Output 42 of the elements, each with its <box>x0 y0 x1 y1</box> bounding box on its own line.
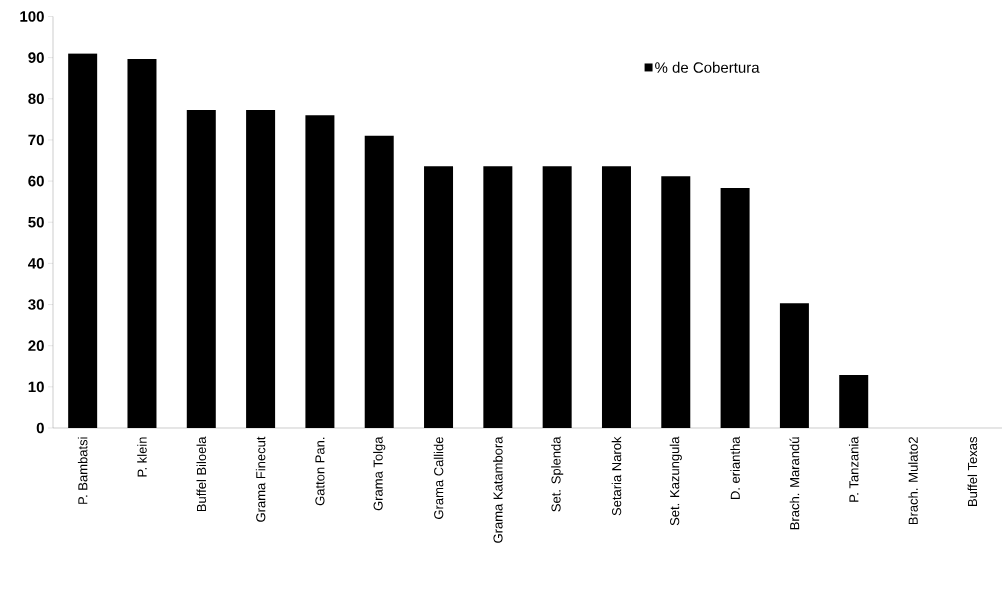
y-tick-label: 50 <box>28 216 44 228</box>
bar <box>720 188 750 428</box>
legend-label: % de Cobertura <box>655 61 760 73</box>
y-tick-label: 0 <box>36 422 44 434</box>
bar <box>364 135 394 428</box>
x-tick-label: Grama Katambora <box>493 436 503 543</box>
y-tick-label: 10 <box>28 381 44 393</box>
bar <box>186 109 216 428</box>
y-tick-label: 60 <box>28 175 44 187</box>
y-tick-label: 30 <box>28 299 44 310</box>
bar <box>246 109 276 428</box>
y-tick-label: 80 <box>28 93 44 105</box>
bar <box>305 115 335 428</box>
bar <box>839 374 869 428</box>
bar <box>661 176 691 428</box>
bar <box>127 58 157 428</box>
x-tick-label: Gatton Pan. <box>315 437 325 506</box>
y-tick-label: 100 <box>20 11 44 22</box>
x-tick-label: Grama Tolga <box>373 436 386 511</box>
y-tick-label: 20 <box>28 340 44 351</box>
x-tick-label: Setaria Narok <box>611 436 622 516</box>
x-tick-label: Brach. Marandú <box>789 437 800 530</box>
x-tick-label: Buffel Biloela <box>196 436 207 512</box>
x-tick-label: Set. Splenda <box>551 436 564 512</box>
y-tick-label: 70 <box>28 134 44 146</box>
x-tick-label: D. eriantha <box>730 436 740 500</box>
bar <box>601 166 631 428</box>
x-tick-label: Brach. Mulato2 <box>908 437 918 525</box>
x-tick-label: P. Tanzania <box>848 436 859 502</box>
x-tick-label: Buffel Texas <box>967 436 978 507</box>
x-tick-label: Set. Kazungula <box>669 436 682 526</box>
bar <box>483 166 513 428</box>
y-tick-label: 40 <box>28 258 44 269</box>
y-tick-label: 90 <box>28 52 44 63</box>
bar <box>542 166 572 428</box>
x-tick-label: Grama Finecut <box>255 436 266 522</box>
bar <box>424 166 454 428</box>
x-tick-label: Grama Callide <box>433 437 444 519</box>
bar <box>779 303 809 428</box>
bar <box>68 53 98 428</box>
x-tick-label: P. Bambatsi <box>77 437 88 504</box>
x-tick-label: P. klein <box>137 437 147 477</box>
